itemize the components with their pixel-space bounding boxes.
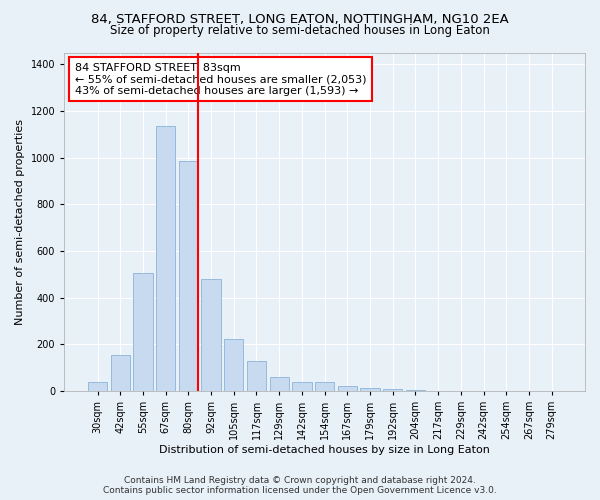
Bar <box>224 338 244 391</box>
Bar <box>361 388 380 391</box>
Text: Size of property relative to semi-detached houses in Long Eaton: Size of property relative to semi-detach… <box>110 24 490 37</box>
X-axis label: Distribution of semi-detached houses by size in Long Eaton: Distribution of semi-detached houses by … <box>159 445 490 455</box>
Text: Contains HM Land Registry data © Crown copyright and database right 2024.
Contai: Contains HM Land Registry data © Crown c… <box>103 476 497 495</box>
Text: 84, STAFFORD STREET, LONG EATON, NOTTINGHAM, NG10 2EA: 84, STAFFORD STREET, LONG EATON, NOTTING… <box>91 12 509 26</box>
Bar <box>202 279 221 391</box>
Bar <box>338 386 357 391</box>
Bar <box>406 390 425 391</box>
Bar <box>110 355 130 391</box>
Bar <box>383 389 403 391</box>
Bar <box>292 382 311 391</box>
Bar <box>315 382 334 391</box>
Y-axis label: Number of semi-detached properties: Number of semi-detached properties <box>15 119 25 325</box>
Bar <box>133 273 152 391</box>
Bar <box>88 382 107 391</box>
Bar <box>247 360 266 391</box>
Bar <box>156 126 175 391</box>
Bar <box>269 376 289 391</box>
Text: 84 STAFFORD STREET: 83sqm
← 55% of semi-detached houses are smaller (2,053)
43% : 84 STAFFORD STREET: 83sqm ← 55% of semi-… <box>74 62 366 96</box>
Bar <box>179 161 198 391</box>
